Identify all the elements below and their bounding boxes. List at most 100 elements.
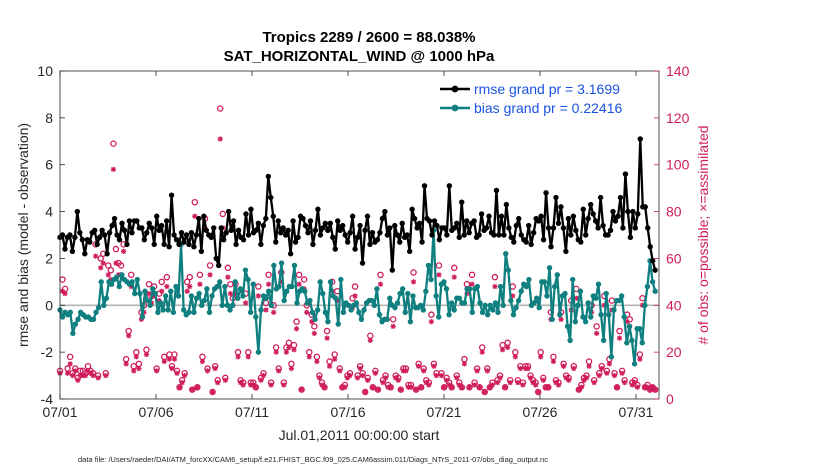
obs-assimilated-point [382,375,389,381]
bias-point [59,314,66,320]
obs-assimilated-point [426,382,432,388]
obs-assimilated-point [321,384,328,390]
rmse-point [82,251,88,257]
rmse-point [253,227,259,234]
bias-point [129,279,135,285]
rmse-point [612,218,619,224]
bias-point [376,311,383,318]
obs-possible-point [428,311,435,318]
bias-point [265,288,272,294]
x-tick-label: 07/26 [522,404,557,420]
bias-point [531,300,537,306]
obs-assimilated-point [217,136,223,142]
rmse-point [129,229,135,236]
bias-point [600,337,607,344]
rmse-point [369,229,376,236]
obs-assimilated-point [512,354,518,360]
bias-point [188,293,195,299]
bias-point [536,304,542,311]
bias-point [150,286,156,292]
bias-point [101,302,107,308]
bias-point [479,309,486,316]
obs-assimilated-point [637,356,643,362]
rmse-point [471,218,477,224]
rmse-point [307,218,314,224]
rmse-point [240,236,247,243]
bias-point [268,302,274,308]
bias-point [201,297,207,304]
obs-assimilated-point [555,382,562,388]
rmse-point [245,232,252,238]
obs-assimilated-point [538,354,544,360]
rmse-point [597,194,604,201]
bias-point [263,295,269,301]
bias-point [209,293,215,299]
rmse-point [144,229,150,236]
obs-assimilated-point [594,330,600,336]
rmse-point [585,215,591,222]
bias-point [191,309,197,316]
obs-assimilated-point [505,344,511,351]
obs-assimilated-point [296,281,302,287]
bias-point [567,337,573,344]
obs-assimilated-point [482,389,488,395]
x-tick-label: 07/16 [330,404,365,420]
rmse-point [223,229,229,236]
rmse-point [104,251,110,257]
rmse-point [573,227,579,234]
rmse-point [213,255,219,262]
obs-assimilated-point [293,326,300,332]
obs-possible-point [127,271,135,279]
obs-assimilated-point [525,365,531,372]
rmse-point [320,225,326,231]
bias-point [224,302,231,308]
bias-point [598,311,604,318]
obs-assimilated-point [550,358,557,365]
obs-assimilated-point [332,356,338,362]
obs-possible-point [389,316,397,323]
obs-assimilated-point [192,213,198,219]
bias-point [186,309,192,316]
rmse-point [282,232,289,238]
obs-possible-point [163,273,171,281]
bias-point [484,311,491,318]
obs-assimilated-point [492,283,498,290]
obs-possible-point [323,327,331,335]
obs-assimilated-point [583,375,590,381]
bias-point [405,290,411,297]
bias-point [137,290,143,297]
obs-assimilated-point [199,358,206,365]
obs-assimilated-point [497,375,503,381]
bias-point [338,276,344,283]
bias-point [348,307,354,313]
y-axis-label: rmse and bias (model - observation) [15,123,31,347]
bias-point [510,311,517,318]
bias-point [495,309,501,316]
obs-assimilated-point [273,349,279,355]
bias-point [518,288,524,294]
bias-point [119,272,125,278]
obs-assimilated-point [611,372,618,379]
rmse-point [630,208,636,215]
bias-point [340,309,347,316]
obs-assimilated-point [70,372,76,379]
rmse-point [305,229,311,236]
obs-assimilated-point [126,333,132,339]
rmse-point [173,236,180,243]
rmse-point [154,213,160,219]
bias-point [554,272,560,278]
obs-possible-point [616,327,623,335]
obs-assimilated-point [443,377,450,383]
obs-assimilated-point [466,384,473,390]
obs-assimilated-point [362,389,368,395]
y-axis-left: -4 -2 0 2 4 6 8 10 [37,63,65,407]
bias-point [113,274,120,280]
y-tick-label-right: 40 [666,297,682,313]
bias-point [420,307,426,313]
rmse-point [248,206,254,212]
bias-point [631,361,638,367]
rmse-point [605,232,611,238]
obs-assimilated-point [533,382,539,388]
rmse-point [287,251,294,257]
bias-point [492,300,499,306]
